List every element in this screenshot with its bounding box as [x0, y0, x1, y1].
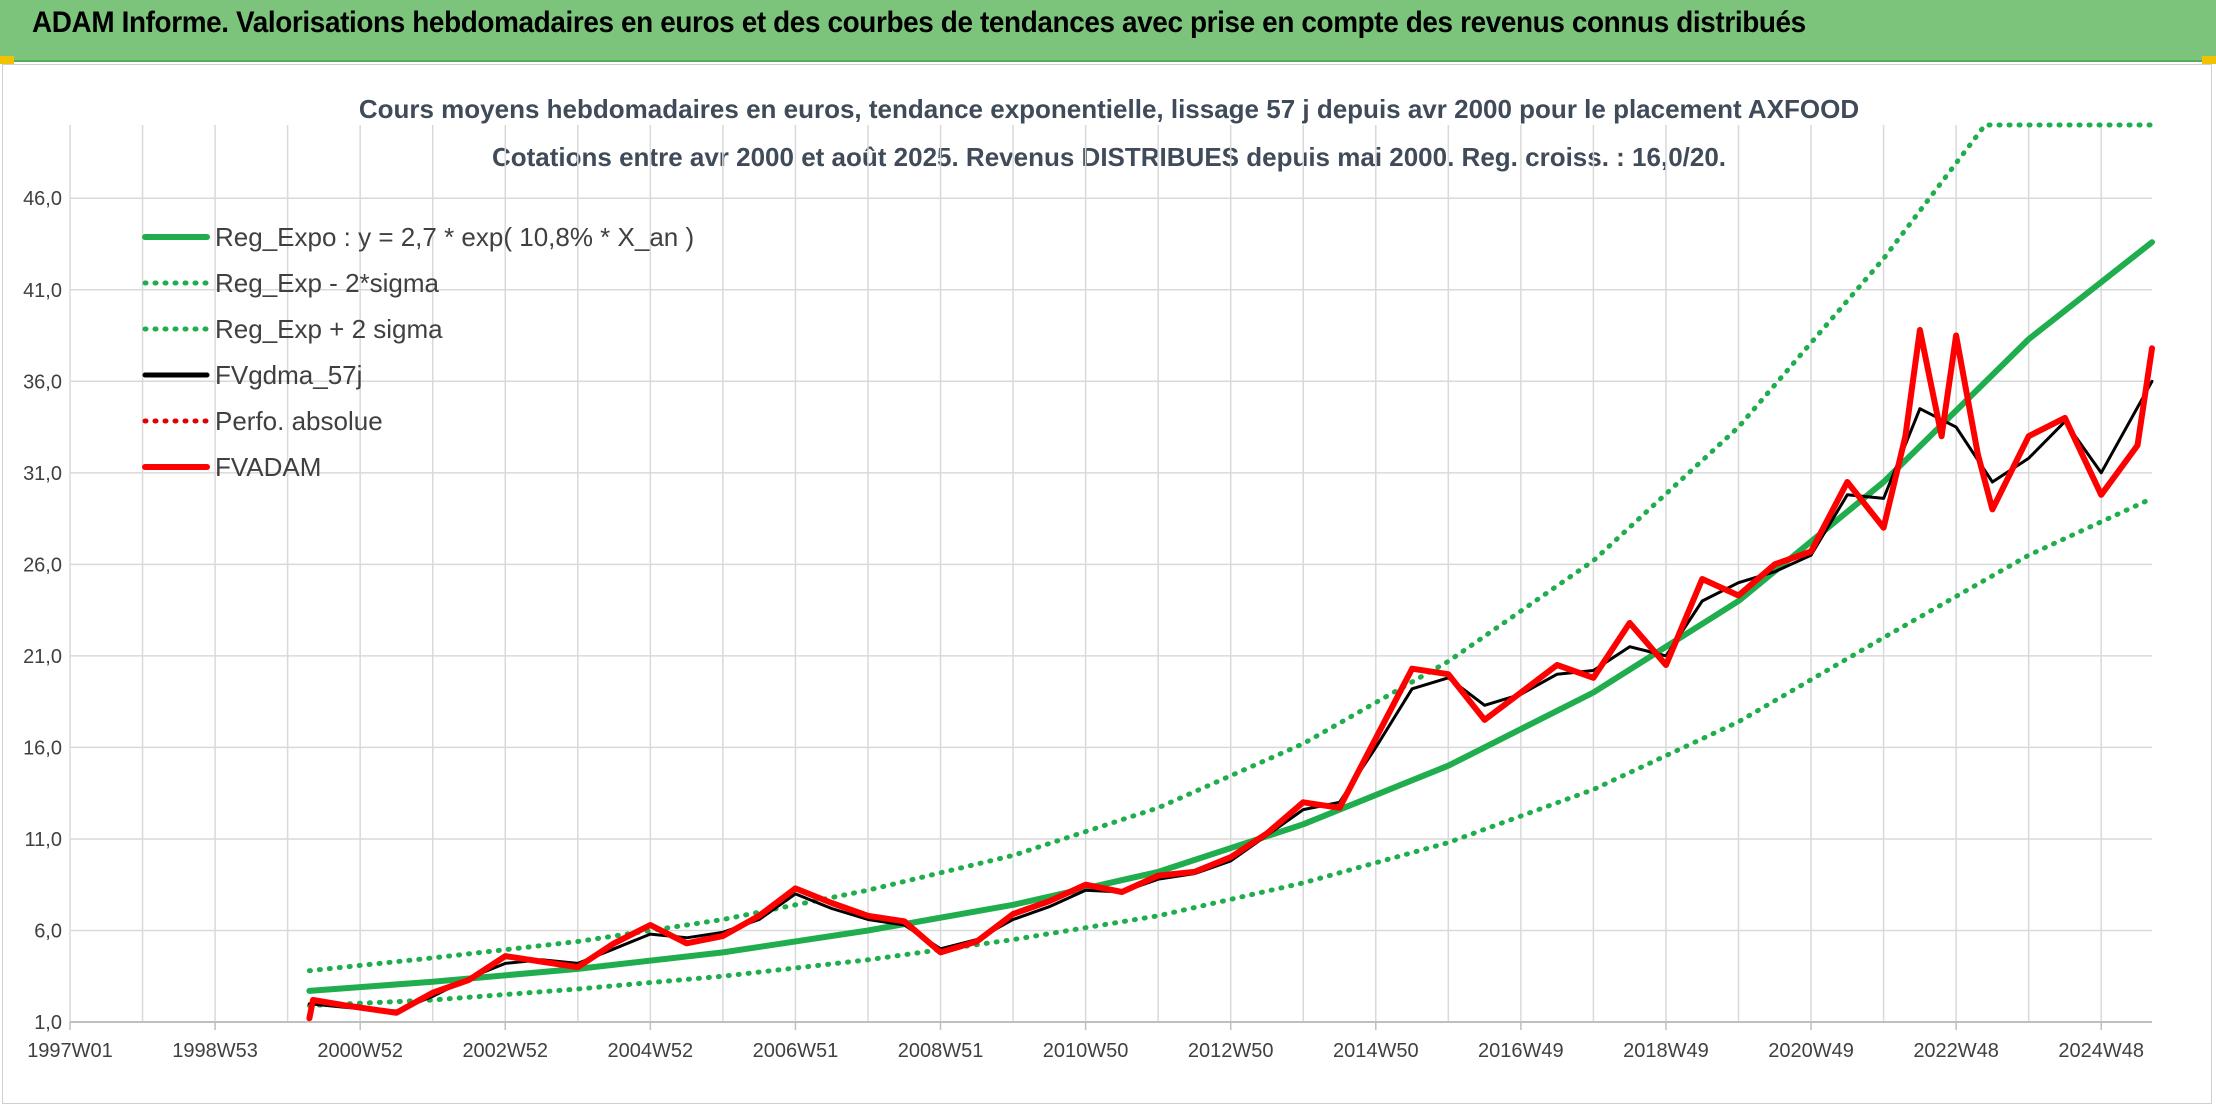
chart-subtitle: Cotations entre avr 2000 et août 2025. R… — [492, 142, 1726, 172]
x-tick-label: 2002W52 — [462, 1040, 548, 1062]
legend: Reg_Expo : y = 2,7 * exp( 10,8% * X_an )… — [142, 222, 694, 482]
banner-corner-left — [0, 56, 14, 64]
legend-label: Perfo. absolue — [215, 406, 383, 436]
x-tick-label: 2014W50 — [1333, 1040, 1419, 1062]
x-tick-label: 2022W48 — [1913, 1040, 1999, 1062]
banner-corner-right — [2202, 56, 2216, 64]
x-tick-label: 2012W50 — [1188, 1040, 1274, 1062]
legend-label: Reg_Expo : y = 2,7 * exp( 10,8% * X_an ) — [215, 222, 694, 252]
legend-label: Reg_Exp - 2*sigma — [215, 268, 440, 298]
axes: 1,0 6,0 11,0 16,0 21,0 26,0 31,0 36,0 41,0 46,0 19… — [23, 188, 2152, 1062]
y-tick-label: 31,0 — [23, 463, 62, 485]
y-tick-label: 11,0 — [25, 829, 62, 851]
legend-label: FVADAM — [215, 452, 321, 482]
x-tick-label: 2000W52 — [317, 1040, 403, 1062]
x-tick-label: 1997W01 — [27, 1040, 113, 1062]
x-tick-label: 2020W49 — [1768, 1040, 1854, 1062]
report-title: ADAM Informe. Valorisations hebdomadaire… — [32, 6, 1806, 39]
x-tick-label: 2008W51 — [898, 1040, 984, 1062]
x-tick-label: 2024W48 — [2058, 1040, 2144, 1062]
x-tick-label: 2004W52 — [608, 1040, 694, 1062]
x-tick-label: 2018W49 — [1623, 1040, 1709, 1062]
y-tick-label: 36,0 — [23, 371, 62, 393]
y-tick-label: 16,0 — [23, 737, 62, 759]
y-tick-label: 6,0 — [34, 920, 62, 942]
chart-frame — [2, 64, 2212, 1104]
y-tick-label: 1,0 — [34, 1012, 62, 1034]
x-tick-label: 2010W50 — [1043, 1040, 1129, 1062]
y-tick-label: 41,0 — [23, 280, 62, 302]
legend-label: Reg_Exp + 2 sigma — [215, 314, 443, 344]
x-tick-label: 2006W51 — [753, 1040, 839, 1062]
legend-label: FVgdma_57j — [215, 360, 362, 390]
y-tick-label: 21,0 — [23, 646, 62, 668]
x-tick-label: 2016W49 — [1478, 1040, 1564, 1062]
fvgdma-line — [307, 379, 2154, 1013]
y-tick-label: 46,0 — [23, 188, 62, 210]
chart-title: Cours moyens hebdomadaires en euros, ten… — [359, 94, 1859, 124]
y-tick-label: 26,0 — [23, 554, 62, 576]
fvadam-line — [306, 327, 2155, 1022]
report-banner: ADAM Informe. Valorisations hebdomadaire… — [0, 0, 2216, 62]
series — [306, 122, 2155, 1022]
x-tick-label: 1998W53 — [172, 1040, 258, 1062]
reg-minus-2sigma-line — [306, 495, 2155, 1008]
